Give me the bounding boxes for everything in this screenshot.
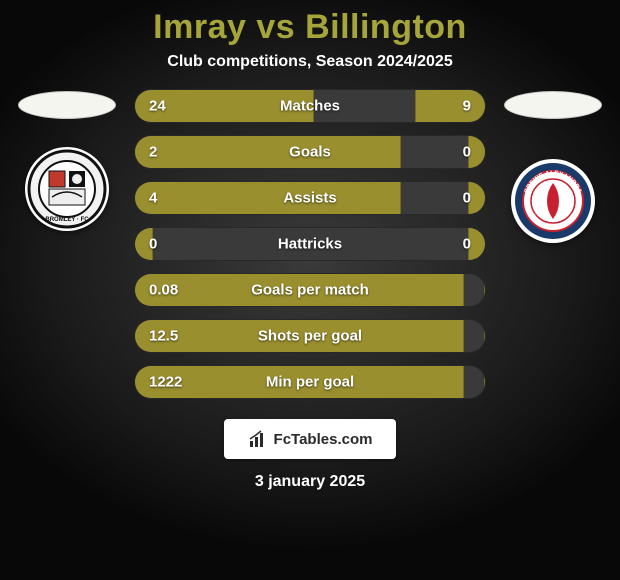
main-row: BROMLEY · FC 24 Matches 9 2 Goals 0: [0, 89, 620, 399]
stat-label: Shots per goal: [258, 328, 362, 345]
stat-fill-left: [135, 182, 401, 214]
stat-bar: 0 Hattricks 0: [134, 227, 486, 261]
left-club-badge-icon: BROMLEY · FC: [27, 149, 107, 229]
left-player-column: BROMLEY · FC: [12, 89, 122, 231]
stat-fill-left: [135, 136, 401, 168]
right-flag-icon: [504, 91, 602, 119]
branding-text: FcTables.com: [274, 431, 373, 448]
right-club-badge-icon: CREWE ALEXANDRA FOOTBALL CLUB: [513, 161, 593, 241]
stat-value-left: 0.08: [149, 282, 178, 299]
stat-bar: 0.08 Goals per match: [134, 273, 486, 307]
stat-value-right: 9: [463, 98, 471, 115]
left-flag-icon: [18, 91, 116, 119]
stat-bar: 4 Assists 0: [134, 181, 486, 215]
stat-value-left: 4: [149, 190, 157, 207]
page-title: Imray vs Billington: [153, 8, 467, 47]
stat-fill-right: [484, 320, 485, 352]
subtitle: Club competitions, Season 2024/2025: [167, 53, 452, 71]
stats-column: 24 Matches 9 2 Goals 0 4 Assists 0: [134, 89, 486, 399]
right-player-column: CREWE ALEXANDRA FOOTBALL CLUB: [498, 89, 608, 243]
stat-label: Goals per match: [251, 282, 369, 299]
chart-icon: [248, 429, 268, 449]
stat-fill-right: [415, 90, 485, 122]
stat-fill-right: [484, 366, 485, 398]
right-club-badge: CREWE ALEXANDRA FOOTBALL CLUB: [511, 159, 595, 243]
stat-value-right: 0: [463, 236, 471, 253]
stat-value-left: 0: [149, 236, 157, 253]
stat-label: Goals: [289, 144, 331, 161]
branding-badge: FcTables.com: [224, 419, 396, 459]
stat-bar: 12.5 Shots per goal: [134, 319, 486, 353]
svg-text:BROMLEY · FC: BROMLEY · FC: [45, 217, 89, 223]
stat-value-right: 0: [463, 190, 471, 207]
left-club-badge: BROMLEY · FC: [25, 147, 109, 231]
stat-value-left: 1222: [149, 374, 182, 391]
stat-label: Min per goal: [266, 374, 354, 391]
stat-bar: 24 Matches 9: [134, 89, 486, 123]
stat-value-left: 24: [149, 98, 166, 115]
stat-value-left: 12.5: [149, 328, 178, 345]
stat-value-right: 0: [463, 144, 471, 161]
stat-value-left: 2: [149, 144, 157, 161]
content-wrapper: Imray vs Billington Club competitions, S…: [0, 0, 620, 580]
date-text: 3 january 2025: [255, 473, 365, 491]
stat-label: Matches: [280, 98, 340, 115]
stat-bar: 2 Goals 0: [134, 135, 486, 169]
stat-label: Assists: [283, 190, 336, 207]
stat-fill-right: [484, 274, 485, 306]
stat-label: Hattricks: [278, 236, 342, 253]
stat-bar: 1222 Min per goal: [134, 365, 486, 399]
